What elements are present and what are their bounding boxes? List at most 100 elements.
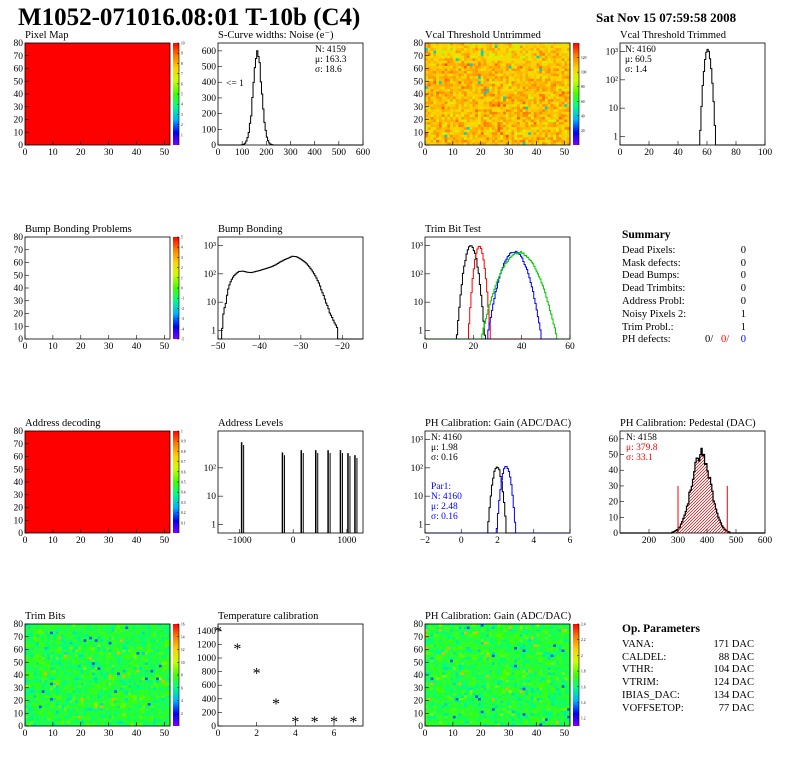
heatmap-cell <box>133 703 137 706</box>
heatmap-cell <box>455 86 459 90</box>
heatmap-cell <box>86 652 90 655</box>
heatmap-cell <box>447 65 451 69</box>
heatmap-cell <box>38 631 43 635</box>
heatmap-cell <box>122 700 126 704</box>
heatmap-cell <box>64 646 68 650</box>
heatmap-cell <box>539 139 543 143</box>
heatmap-cell <box>464 139 468 143</box>
heatmap-cell <box>425 634 429 638</box>
heatmap-cell <box>505 83 509 87</box>
heatmap-cell <box>427 649 431 653</box>
heatmap-cell <box>561 134 565 138</box>
heatmap-cell <box>475 134 479 138</box>
heatmap-cell <box>136 703 140 706</box>
heatmap-cell <box>25 636 29 640</box>
heatmap-cell <box>125 644 129 648</box>
heatmap-cell <box>161 662 165 666</box>
heatmap-cell <box>528 88 532 92</box>
heatmap-cell <box>100 631 104 635</box>
heatmap-cell <box>427 672 431 676</box>
heatmap-cell <box>150 685 154 689</box>
heatmap-cell <box>489 88 493 92</box>
heatmap-cell <box>508 134 512 138</box>
heatmap-cell <box>144 700 148 704</box>
heatmap-cell <box>94 723 98 727</box>
heatmap-cell <box>511 106 515 110</box>
heatmap-cell <box>447 71 451 74</box>
heatmap-cell <box>556 63 560 67</box>
heatmap-cell <box>452 127 456 130</box>
heatmap-cell <box>55 677 59 681</box>
histogram-series <box>425 245 570 340</box>
heatmap-cell <box>519 86 523 90</box>
heatmap-cell <box>100 703 104 706</box>
heatmap-cell <box>433 127 437 130</box>
heatmap-cell <box>108 703 112 706</box>
heatmap-cell <box>483 139 487 143</box>
heatmap-cell <box>544 65 548 69</box>
heatmap-cell <box>36 697 40 701</box>
heatmap-cell <box>430 53 434 57</box>
heatmap-cell <box>108 675 112 678</box>
heatmap-cell <box>83 664 87 668</box>
heatmap-cell <box>444 692 448 696</box>
heatmap-cell <box>536 116 540 120</box>
heatmap-cell <box>125 626 129 630</box>
heatmap-cell <box>111 639 115 643</box>
heatmap-cell <box>133 715 137 719</box>
heatmap-cell <box>511 134 515 138</box>
heatmap-cell <box>427 88 431 92</box>
heatmap-cell <box>533 58 537 62</box>
heatmap-cell <box>480 109 484 113</box>
y-tick-label: 10³ <box>411 436 424 446</box>
heatmap-cell <box>433 106 437 110</box>
heatmap-cell <box>477 65 482 69</box>
heatmap-cell <box>452 132 456 136</box>
heatmap-cell <box>27 649 31 653</box>
heatmap-cell <box>475 122 479 125</box>
heatmap-cell <box>69 634 73 638</box>
heatmap-cell <box>525 99 529 102</box>
heatmap-cell <box>441 68 445 72</box>
heatmap-cell <box>483 101 487 105</box>
heatmap-cell <box>542 101 546 105</box>
heatmap-cell <box>517 45 521 49</box>
heatmap-cell <box>497 81 501 85</box>
y-tick-label: 50 <box>14 658 24 668</box>
heatmap-cell <box>561 71 565 74</box>
heatmap-cell <box>461 142 465 146</box>
heatmap-cell <box>444 695 448 699</box>
heatmap-cell <box>153 680 157 683</box>
heatmap-cell <box>436 659 440 663</box>
heatmap-cell <box>153 715 157 719</box>
heatmap-cell <box>494 43 498 46</box>
heatmap-cell <box>133 649 137 653</box>
palette-tick-label: 3 <box>181 113 183 117</box>
heatmap-cell <box>477 50 482 54</box>
heatmap-cell <box>94 715 98 719</box>
heatmap-cell <box>461 50 465 54</box>
heatmap-cell <box>444 646 448 650</box>
heatmap-cell <box>114 659 118 663</box>
heatmap-cell <box>125 705 129 709</box>
heatmap-cell <box>455 122 459 125</box>
heatmap-cell <box>72 685 76 689</box>
heatmap-cell <box>494 104 498 108</box>
heatmap-cell <box>447 629 451 632</box>
x-tick-label: 30 <box>104 729 114 739</box>
heatmap-cell <box>61 646 65 650</box>
heatmap-cell <box>458 122 462 125</box>
heatmap-cell <box>117 685 121 689</box>
heatmap-cell <box>483 142 487 146</box>
plot-frame <box>217 236 364 340</box>
heatmap-cell <box>444 713 448 717</box>
heatmap-cell <box>558 78 562 82</box>
heatmap-cell <box>450 106 454 110</box>
heatmap-cell <box>66 715 70 719</box>
heatmap-cell <box>519 129 523 133</box>
heatmap-cell <box>161 723 165 727</box>
heatmap-cell <box>144 662 148 666</box>
heatmap-cell <box>150 634 154 638</box>
heatmap-cell <box>133 629 137 632</box>
heatmap-cell <box>44 652 48 655</box>
